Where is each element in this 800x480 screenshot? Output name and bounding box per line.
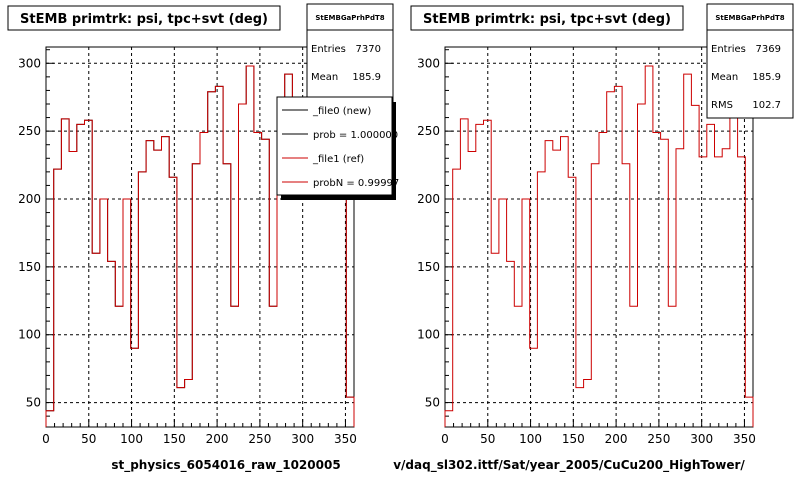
stats-entries-label: Entries (711, 44, 746, 55)
legend-entry-new: _file0 (new) (312, 106, 371, 117)
x-tick-label: 0 (441, 432, 449, 446)
x-tick-label: 250 (248, 432, 271, 446)
x-tick-label: 350 (334, 432, 357, 446)
histogram-series (444, 65, 754, 427)
y-tick-label: 200 (18, 192, 41, 206)
x-tick-label: 300 (690, 432, 713, 446)
y-tick-label: 50 (425, 396, 440, 410)
stats-box: StEMBGaPrhPdT8 Entries 7369 Mean 185.9 R… (706, 3, 794, 119)
x-tick-label: 350 (733, 432, 756, 446)
x-tick-label: 200 (605, 432, 628, 446)
x-tick-label: 100 (519, 432, 542, 446)
stats-mean-value: 185.9 (752, 72, 781, 83)
stats-entries-value: 7369 (756, 44, 781, 55)
y-tick-label: 300 (18, 56, 41, 70)
stats-header: StEMBGaPrhPdT8 (315, 14, 384, 22)
y-tick-label: 100 (18, 328, 41, 342)
axis-ticks: 0 50 100 150 200 250 300 350 50 100 150 200 250 300 (417, 49, 756, 446)
x-tick-label: 250 (647, 432, 670, 446)
histogram-panel-right: 0 50 100 150 200 250 300 350 50 100 150 200 250 300 S… (393, 3, 794, 473)
y-tick-label: 200 (417, 192, 440, 206)
path-label: v/daq_sl302.ittf/Sat/year_2005/CuCu200_H… (393, 458, 745, 473)
y-tick-label: 50 (26, 396, 41, 410)
x-tick-label: 200 (206, 432, 229, 446)
stats-entries-label: Entries (311, 44, 346, 55)
y-tick-label: 150 (417, 260, 440, 274)
x-tick-label: 50 (480, 432, 495, 446)
stats-rms-label: RMS (711, 100, 733, 111)
stats-mean-label: Mean (311, 72, 338, 83)
x-tick-label: 300 (291, 432, 314, 446)
y-tick-label: 150 (18, 260, 41, 274)
y-tick-label: 300 (417, 56, 440, 70)
x-tick-label: 150 (562, 432, 585, 446)
title-box: StEMB primtrk: psi, tpc+svt (deg) (7, 5, 281, 31)
title-box: StEMB primtrk: psi, tpc+svt (deg) (410, 5, 684, 31)
chart-title: StEMB primtrk: psi, tpc+svt (deg) (423, 12, 671, 27)
y-tick-label: 250 (417, 124, 440, 138)
y-tick-label: 100 (417, 328, 440, 342)
histogram-panel-left: 0 50 100 150 200 250 300 350 50 100 150 200 250 300 S… (7, 3, 400, 473)
stats-entries-value: 7370 (356, 44, 381, 55)
x-tick-label: 100 (120, 432, 143, 446)
chart-title: StEMB primtrk: psi, tpc+svt (deg) (20, 12, 268, 27)
run-file-label: st_physics_6054016_raw_1020005 (111, 458, 340, 473)
x-tick-label: 150 (163, 432, 186, 446)
stats-mean-label: Mean (711, 72, 738, 83)
stats-rms-value: 102.7 (752, 100, 781, 111)
axis-ticks: 0 50 100 150 200 250 300 350 50 100 150 200 250 300 (18, 49, 357, 446)
stats-box: StEMBGaPrhPdT8 Entries 7370 Mean 185.9 (306, 3, 394, 113)
stats-header: StEMBGaPrhPdT8 (715, 14, 784, 22)
histogram-outline-0 (444, 65, 754, 427)
y-tick-label: 250 (18, 124, 41, 138)
plot-frame (444, 46, 754, 428)
legend-entry-ref: _file1 (ref) (312, 154, 364, 165)
legend-entry-probn: probN = 0.99997 (313, 178, 399, 189)
legend-box: _file0 (new) prob = 1.000000 _file1 (ref… (276, 96, 399, 200)
x-tick-label: 50 (81, 432, 96, 446)
legend-entry-prob: prob = 1.000000 (313, 130, 398, 141)
x-tick-label: 0 (42, 432, 50, 446)
stats-mean-value: 185.9 (352, 72, 381, 83)
